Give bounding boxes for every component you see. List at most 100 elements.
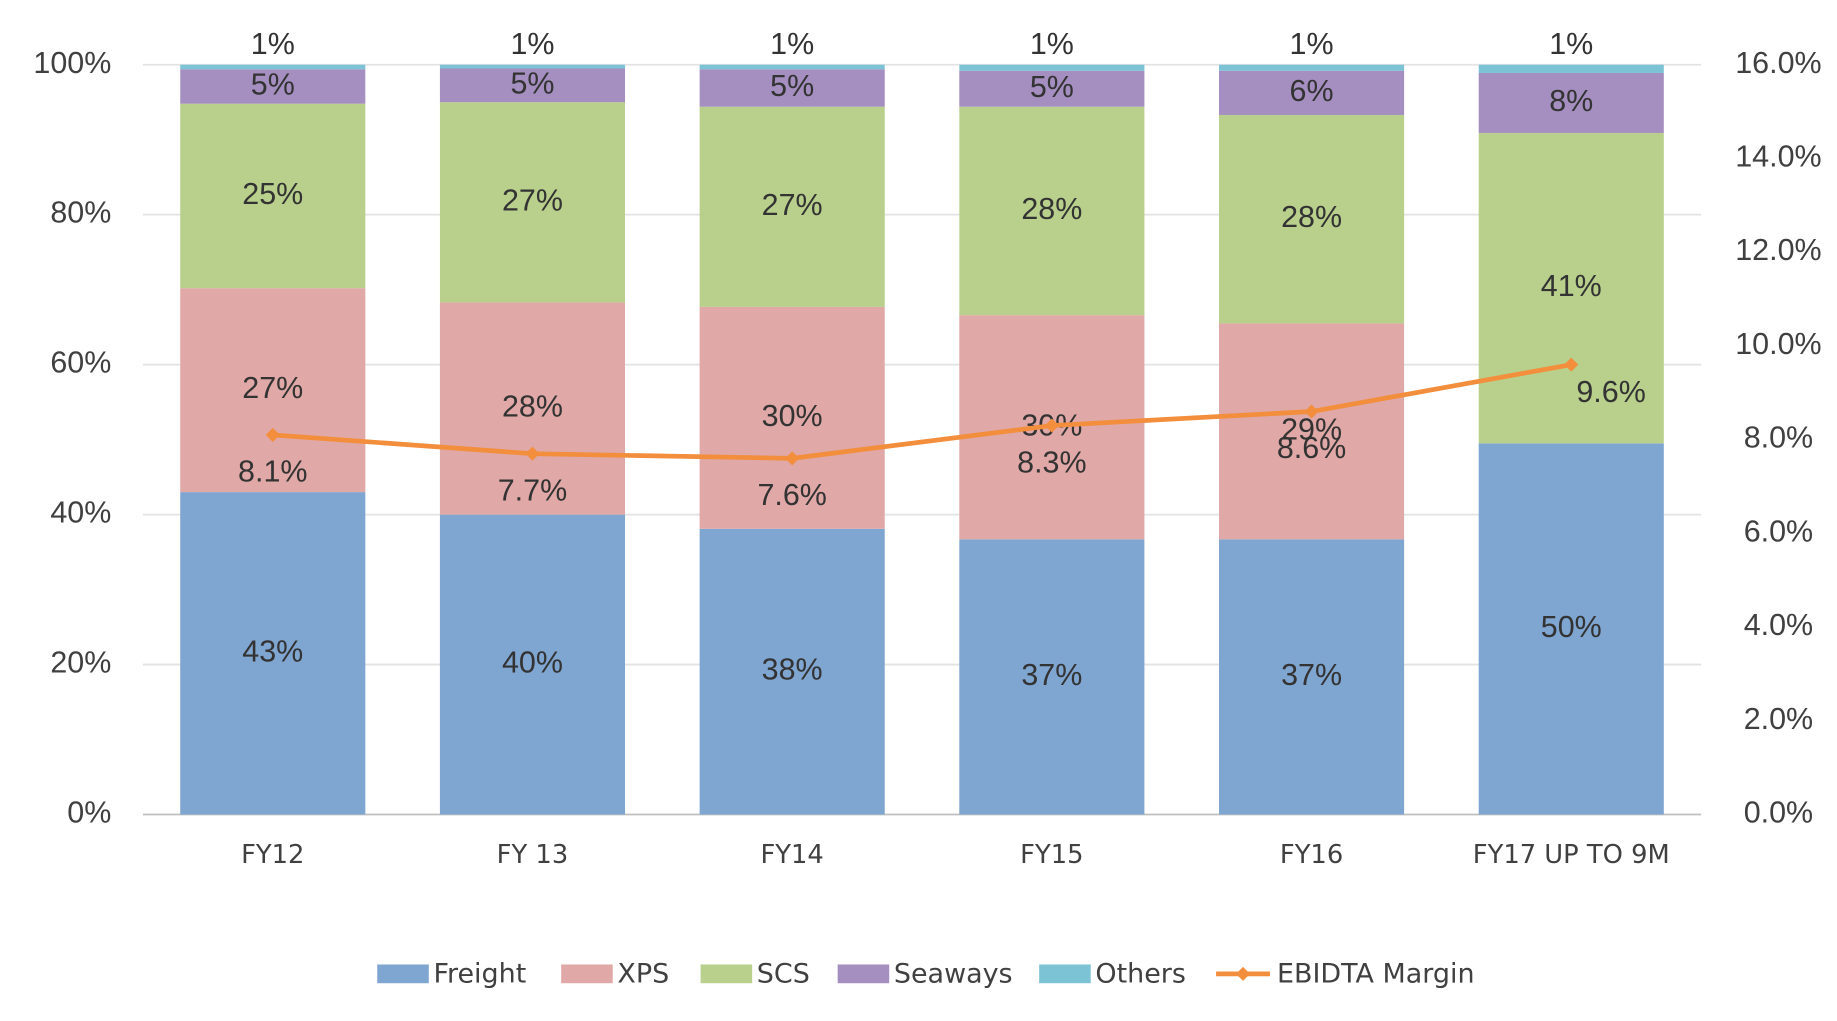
- bar-segment: [959, 70, 1145, 107]
- line-label: 8.3%: [1017, 445, 1086, 479]
- line-label: 7.7%: [498, 473, 567, 507]
- y-tick-label: 20%: [50, 646, 111, 680]
- line-label: 7.6%: [757, 478, 826, 512]
- data-label: 37%: [1021, 658, 1082, 692]
- data-label: 1%: [510, 27, 554, 61]
- data-label: 30%: [762, 399, 823, 433]
- data-label: 50%: [1541, 610, 1602, 644]
- line-label: 8.1%: [238, 455, 307, 489]
- legend-label: Seaways: [894, 959, 1013, 990]
- y-tick-label: 40%: [50, 496, 111, 530]
- x-tick-label: FY16: [1280, 840, 1343, 870]
- data-label: 5%: [251, 68, 295, 102]
- legend-label: SCS: [757, 959, 810, 990]
- line-marker: [1304, 404, 1319, 419]
- data-label: 38%: [762, 653, 823, 687]
- legend-swatch: [377, 964, 429, 984]
- bar-segment: [699, 106, 885, 307]
- line-label: 9.6%: [1576, 375, 1645, 409]
- line-marker: [1564, 357, 1579, 372]
- bar-segment: [699, 69, 885, 107]
- y2-tick-label: 10.0%: [1735, 327, 1821, 361]
- legend-swatch: [561, 964, 613, 984]
- bar-segment: [699, 306, 885, 529]
- data-label: 37%: [1281, 658, 1342, 692]
- data-label: 5%: [770, 69, 814, 103]
- bar-segment: [1219, 323, 1405, 540]
- bar-segment: [959, 106, 1145, 316]
- x-tick-label: FY15: [1020, 840, 1083, 870]
- data-label: 5%: [1030, 70, 1074, 104]
- legend-swatch: [700, 964, 753, 984]
- line-marker: [265, 427, 280, 442]
- data-label: 1%: [770, 27, 814, 61]
- legend-swatch: [837, 964, 890, 984]
- data-label: 8%: [1549, 84, 1593, 118]
- bar-segment: [1219, 64, 1405, 71]
- legend-label: EBIDTA Margin: [1277, 959, 1475, 990]
- line: [272, 362, 1572, 461]
- line-marker: [785, 451, 800, 466]
- data-label: 6%: [1290, 74, 1334, 108]
- data-label: 27%: [502, 183, 563, 217]
- bar-segment: [959, 539, 1145, 815]
- bar-segment: [1478, 132, 1664, 444]
- y2-tick-label: 16.0%: [1735, 46, 1821, 80]
- line-label: 8.6%: [1277, 431, 1346, 465]
- data-label: 5%: [510, 66, 554, 100]
- data-label: 41%: [1541, 269, 1602, 303]
- y-tick-label: 100%: [33, 46, 111, 80]
- bar-segment: [959, 64, 1145, 71]
- bar-segment: [180, 103, 366, 289]
- bar-segment: [1478, 72, 1664, 133]
- y-tick-label: 60%: [50, 346, 111, 380]
- bar-segment: [1478, 64, 1664, 73]
- bar-segment: [439, 302, 626, 515]
- bar-segment: [439, 514, 626, 815]
- bar-segment: [180, 64, 366, 70]
- data-label: 1%: [1030, 27, 1074, 61]
- bar-segment: [1219, 539, 1405, 815]
- data-label: 43%: [242, 634, 303, 668]
- bar-segment: [180, 288, 366, 493]
- bar-segment: [699, 528, 885, 815]
- bar-segment: [180, 492, 366, 815]
- x-tick-label: FY 13: [497, 840, 569, 870]
- y-tick-label: 80%: [50, 196, 111, 230]
- legend-label: Freight: [433, 959, 526, 990]
- y-tick-label: 0%: [67, 796, 111, 830]
- y2-tick-label: 14.0%: [1735, 139, 1821, 173]
- data-label: 28%: [502, 390, 563, 424]
- data-label: 25%: [242, 177, 303, 211]
- data-label: 28%: [1281, 200, 1342, 234]
- bar-segment: [1219, 70, 1405, 115]
- x-tick-label: FY12: [241, 840, 304, 870]
- y2-tick-label: 6.0%: [1744, 514, 1813, 548]
- y2-tick-label: 2.0%: [1744, 702, 1813, 736]
- bar-segment: [1478, 443, 1664, 815]
- bar-segment: [180, 69, 366, 104]
- bar-segment: [439, 102, 626, 303]
- data-label: 40%: [502, 646, 563, 680]
- x-tick-label: FY17 UP TO 9M: [1473, 840, 1670, 870]
- y2-tick-label: 0.0%: [1744, 796, 1813, 830]
- data-label: 1%: [1549, 27, 1593, 61]
- bar-segment: [699, 64, 885, 70]
- legend-swatch: [1235, 966, 1251, 981]
- y2-tick-label: 8.0%: [1744, 421, 1813, 455]
- bar-segment: [1219, 114, 1405, 324]
- data-label: 1%: [1290, 27, 1334, 61]
- data-label: 27%: [242, 371, 303, 405]
- legend-label: Others: [1095, 959, 1186, 990]
- y2-tick-label: 4.0%: [1744, 608, 1813, 642]
- y2-tick-label: 12.0%: [1735, 233, 1821, 267]
- x-tick-label: FY14: [760, 840, 823, 870]
- legend-swatch: [1039, 964, 1091, 984]
- legend-label: XPS: [617, 959, 669, 990]
- data-label: 27%: [762, 188, 823, 222]
- line-marker: [525, 446, 540, 461]
- bar-segment: [439, 64, 626, 69]
- data-label: 1%: [251, 27, 295, 61]
- data-label: 28%: [1021, 192, 1082, 226]
